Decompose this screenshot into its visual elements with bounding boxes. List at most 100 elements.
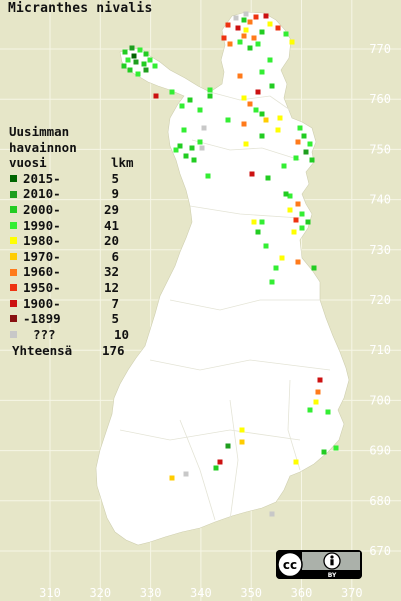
legend-label: 1960- xyxy=(23,264,61,280)
legend-item: 2010- 9 xyxy=(9,186,129,202)
observation-square xyxy=(191,157,197,163)
observation-square xyxy=(243,27,249,33)
observation-square xyxy=(122,49,128,55)
y-tick-label: 700 xyxy=(369,393,391,407)
observation-square xyxy=(317,377,323,383)
x-tick-label: 360 xyxy=(291,586,313,600)
observation-square xyxy=(277,115,283,121)
cc-label: cc xyxy=(283,558,297,572)
legend-count: 10 xyxy=(113,326,129,342)
by-label: BY xyxy=(328,572,337,579)
x-tick-label: 370 xyxy=(341,586,363,600)
y-axis-ticks: 770 760 750 740 730 720 710 700 690 680 670 xyxy=(369,42,391,558)
observation-square xyxy=(235,25,241,31)
observation-square xyxy=(227,41,233,47)
observation-square xyxy=(187,97,193,103)
legend-swatch xyxy=(10,206,17,214)
legend-count: 6 xyxy=(111,248,119,264)
legend: Uusimman havainnon vuosi lkm 2015- 5 2010-… xyxy=(9,124,134,359)
legend-label: ??? xyxy=(33,326,56,342)
legend-heading-2: havainnon xyxy=(9,139,77,155)
observation-square xyxy=(197,107,203,113)
observation-square xyxy=(179,103,185,109)
observation-square xyxy=(283,191,289,197)
observation-square xyxy=(255,229,261,235)
observation-square xyxy=(309,157,315,163)
x-tick-label: 310 xyxy=(39,586,61,600)
y-tick-label: 760 xyxy=(369,92,391,106)
y-tick-label: 690 xyxy=(369,444,391,458)
observation-square xyxy=(267,21,273,27)
observation-square xyxy=(275,25,281,31)
observation-square xyxy=(135,71,141,77)
observation-square xyxy=(201,125,207,131)
observation-square xyxy=(241,33,247,39)
y-tick-label: 730 xyxy=(369,243,391,257)
finland-landmass xyxy=(95,11,350,546)
observation-squares xyxy=(121,11,339,517)
observation-square xyxy=(263,13,269,19)
observation-square xyxy=(181,127,187,133)
observation-square xyxy=(189,145,195,151)
legend-label: 1970- xyxy=(23,248,61,264)
observation-square xyxy=(293,155,299,161)
legend-count: 5 xyxy=(111,311,119,327)
legend-item: 1960- 32 xyxy=(9,264,129,280)
legend-rows: 2015- 5 2010- 9 2000- 29 1990- 41 1980- 20 1970- 6 1… xyxy=(9,171,129,343)
observation-square xyxy=(301,133,307,139)
observation-square xyxy=(253,14,259,20)
legend-label: 2015- xyxy=(23,170,61,186)
legend-item: 2015- 5 xyxy=(9,171,129,187)
legend-swatch xyxy=(10,315,17,323)
observation-square xyxy=(153,93,159,99)
observation-square xyxy=(259,133,265,139)
observation-square xyxy=(267,57,273,63)
y-tick-label: 770 xyxy=(369,42,391,56)
observation-square xyxy=(225,22,231,28)
legend-count: 7 xyxy=(111,295,119,311)
license-badge[interactable]: cc BY xyxy=(276,550,362,579)
observation-square xyxy=(183,153,189,159)
legend-item: 1970- 6 xyxy=(9,249,129,265)
legend-heading-1: Uusimman xyxy=(9,124,70,139)
observation-square xyxy=(247,19,253,25)
x-tick-label: 340 xyxy=(190,586,212,600)
legend-label: -1899 xyxy=(23,311,61,327)
y-tick-label: 740 xyxy=(369,193,391,207)
legend-swatch xyxy=(10,268,17,276)
observation-square xyxy=(217,459,223,465)
observation-square xyxy=(241,17,247,23)
observation-square xyxy=(247,45,253,51)
observation-square xyxy=(291,229,297,235)
observation-square xyxy=(333,445,339,451)
observation-square xyxy=(265,175,271,181)
observation-square xyxy=(197,139,203,145)
legend-swatch xyxy=(10,237,17,245)
y-tick-label: 720 xyxy=(369,293,391,307)
y-tick-label: 680 xyxy=(369,494,391,508)
region-boundaries xyxy=(119,91,331,521)
observation-square xyxy=(281,163,287,169)
observation-square xyxy=(241,95,247,101)
observation-square xyxy=(295,201,301,207)
observation-square xyxy=(251,219,257,225)
legend-count: 5 xyxy=(111,170,119,186)
legend-swatch xyxy=(10,190,17,198)
observation-square xyxy=(313,399,319,405)
legend-count-heading: lkm xyxy=(111,155,134,171)
observation-square xyxy=(207,93,213,99)
observation-square xyxy=(263,243,269,249)
legend-item: 1900- 7 xyxy=(9,296,129,312)
observation-square xyxy=(275,127,281,133)
observation-square xyxy=(237,39,243,45)
observation-square xyxy=(225,443,231,449)
legend-count: 41 xyxy=(103,217,119,233)
observation-square xyxy=(297,125,303,131)
creative-commons-by-icon: cc BY xyxy=(276,550,362,579)
legend-swatch xyxy=(10,284,17,292)
observation-square xyxy=(325,409,331,415)
observation-square xyxy=(303,149,309,155)
observation-square xyxy=(283,31,289,37)
observation-square xyxy=(255,41,261,47)
observation-square xyxy=(173,147,179,153)
